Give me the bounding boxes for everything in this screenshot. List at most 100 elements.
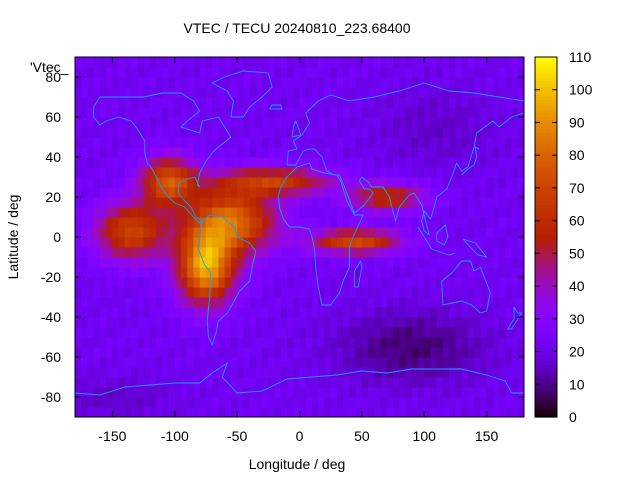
heatmap-cell [81,227,89,238]
heatmap-cell [75,327,82,338]
heatmap-cell [311,107,319,118]
heatmap-cell [75,317,82,328]
heatmap-cell [499,367,506,378]
heatmap-cell [442,397,450,408]
heatmap-cell [355,67,363,78]
heatmap-cell [124,127,132,138]
heatmap-cell [361,197,369,208]
colorbar-segment [535,112,557,117]
heatmap-cell [287,207,294,218]
heatmap-cell [436,407,444,417]
heatmap-cell [442,267,450,278]
heatmap-cell [492,407,500,417]
heatmap-cell [262,227,269,238]
heatmap-cell [374,407,382,417]
heatmap-cell [324,157,332,168]
heatmap-cell [305,187,313,198]
heatmap-cell [324,207,332,218]
heatmap-cell [311,307,319,318]
heatmap-cell [442,257,450,268]
heatmap-cell [124,217,132,228]
heatmap-cell [517,297,524,308]
heatmap-cell [137,87,145,98]
heatmap-cell [368,407,375,417]
heatmap-cell [474,107,481,118]
heatmap-cell [237,327,244,338]
heatmap-cell [374,157,382,168]
heatmap-cell [224,297,232,308]
heatmap-cell [93,257,101,268]
heatmap-cell [249,107,257,118]
heatmap-cell [405,407,413,417]
colorbar-segment [535,282,557,287]
heatmap-cell [380,87,388,98]
heatmap-cell [106,127,114,138]
heatmap-cell [474,317,481,328]
heatmap-cell [374,197,382,208]
heatmap-cell [193,347,201,358]
heatmap-cell [486,377,494,388]
heatmap-cell [505,357,513,368]
heatmap-cell [343,407,350,417]
heatmap-cell [330,147,338,158]
colorbar-segment [535,178,557,182]
heatmap-cell [106,197,114,208]
heatmap-cell [255,257,263,268]
heatmap-cell [112,267,120,278]
heatmap-cell [349,377,357,388]
heatmap-cell [93,397,101,408]
heatmap-cell [461,127,469,138]
heatmap-cell [168,277,176,288]
heatmap-cell [343,317,350,328]
heatmap-cell [287,297,294,308]
heatmap-cell [156,217,163,228]
heatmap-cell [174,307,182,318]
heatmap-cell [411,277,419,288]
heatmap-cell [393,407,400,417]
heatmap-cell [455,207,463,218]
heatmap-cell [336,147,344,158]
heatmap-cell [349,57,357,68]
heatmap-cell [386,297,394,308]
heatmap-cell [299,277,307,288]
heatmap-cell [474,77,481,88]
heatmap-cell [230,247,238,258]
heatmap-cell [212,337,220,348]
heatmap-cell [87,127,95,138]
heatmap-cell [181,107,188,118]
heatmap-cell [168,87,176,98]
heatmap-cell [430,147,438,158]
heatmap-cell [149,77,157,88]
heatmap-cell [287,217,294,228]
heatmap-cell [131,147,138,158]
heatmap-cell [380,147,388,158]
heatmap-cell [274,267,282,278]
heatmap-cell [112,257,120,268]
heatmap-cell [511,67,519,78]
colorbar-segment [535,318,557,323]
heatmap-cell [424,407,432,417]
heatmap-cell [480,137,488,148]
heatmap-cell [486,147,494,158]
heatmap-cell [374,287,382,298]
heatmap-cell [143,67,151,78]
heatmap-cell [505,347,513,358]
heatmap-cell [411,137,419,148]
heatmap-cell [287,237,294,248]
heatmap-cell [93,357,101,368]
heatmap-cell [461,317,469,328]
heatmap-cell [280,237,288,248]
heatmap-cell [112,387,120,398]
heatmap-cell [393,237,400,248]
heatmap-cell [112,367,120,378]
heatmap-cell [137,257,145,268]
heatmap-cell [399,377,407,388]
colorbar-segment [535,204,557,209]
heatmap-cell [93,157,101,168]
heatmap-cell [168,317,176,328]
heatmap-cell [305,407,313,417]
heatmap-cell [480,377,488,388]
heatmap-cell [318,227,326,238]
heatmap-cell [436,337,444,348]
heatmap-cell [149,237,157,248]
